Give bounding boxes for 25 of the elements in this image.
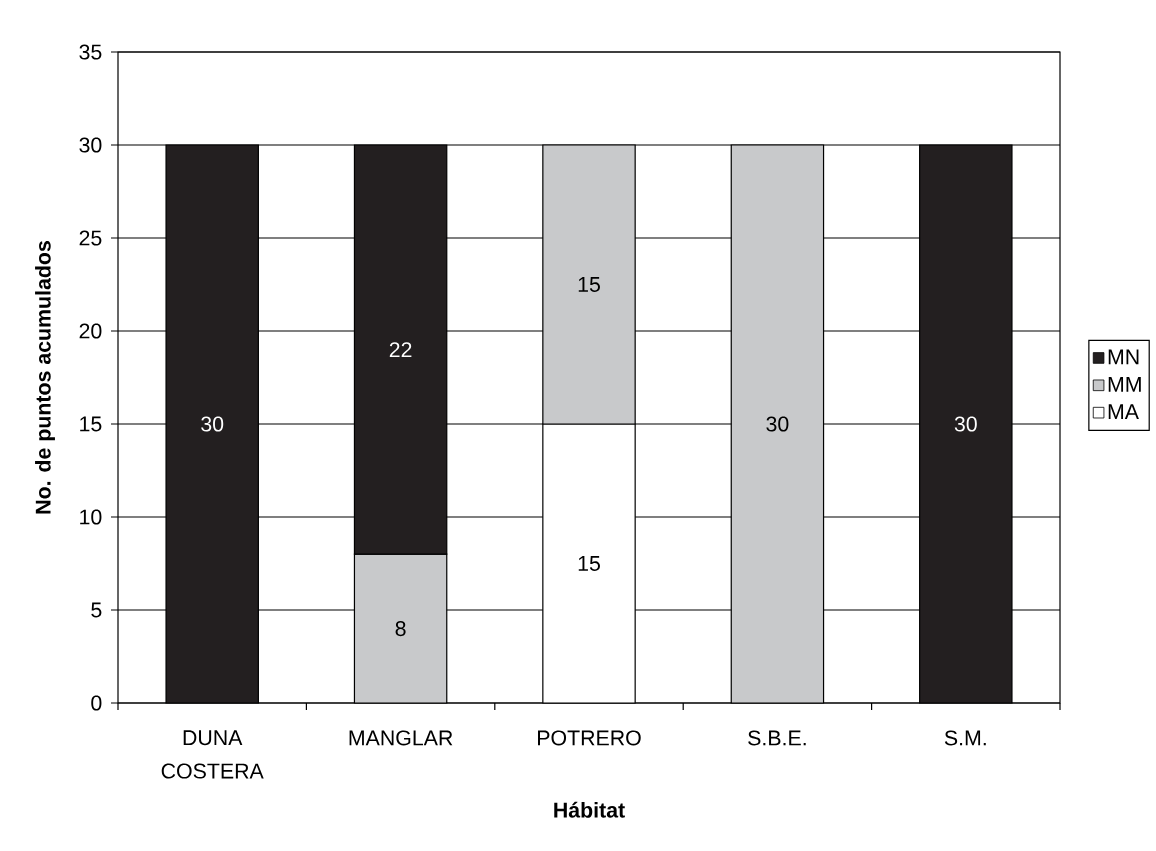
y-tick-label: 35 bbox=[79, 44, 102, 60]
y-tick-label: 20 bbox=[79, 323, 102, 339]
y-tick-label: 5 bbox=[91, 602, 102, 618]
data-label: 15 bbox=[578, 277, 600, 292]
y-tick-label: 10 bbox=[80, 509, 102, 525]
data-label: 22 bbox=[389, 342, 412, 358]
legend-label: MM bbox=[1108, 376, 1141, 392]
y-axis-title: No. de puntos acumulados bbox=[35, 241, 55, 514]
legend-label: MN bbox=[1108, 349, 1139, 365]
data-label: 15 bbox=[578, 556, 600, 571]
legend-label: MA bbox=[1108, 404, 1139, 419]
x-tick-label: DUNA COSTERA bbox=[161, 730, 264, 779]
data-label: 30 bbox=[201, 416, 224, 432]
x-tick-label: S.B.E. bbox=[748, 730, 806, 746]
x-tick-label: S.M. bbox=[944, 730, 986, 746]
data-label: 30 bbox=[954, 416, 977, 432]
data-label: 8 bbox=[395, 621, 406, 637]
y-tick-label: 30 bbox=[79, 137, 102, 153]
x-tick-label: MANGLAR bbox=[349, 730, 453, 746]
y-tick-label: 0 bbox=[91, 695, 102, 711]
y-tick-label: 25 bbox=[79, 230, 102, 246]
y-tick-label: 15 bbox=[80, 416, 102, 432]
x-axis-title: Hábitat bbox=[554, 801, 625, 818]
data-label: 30 bbox=[766, 416, 789, 432]
x-tick-label: POTRERO bbox=[538, 730, 641, 746]
